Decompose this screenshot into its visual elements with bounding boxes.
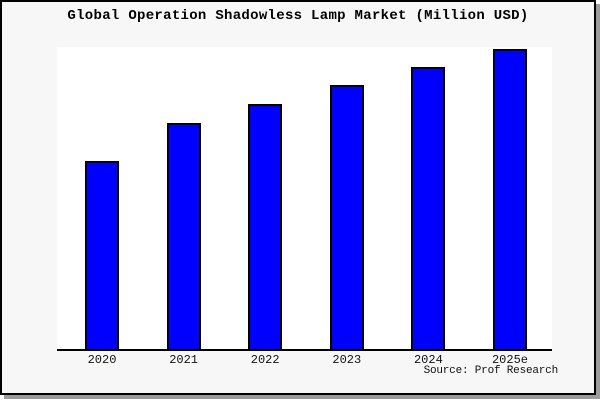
- bar-2024: [411, 67, 446, 349]
- x-tick-label-2023: 2023: [332, 353, 362, 367]
- bar-2020: [85, 161, 119, 349]
- bar-2021: [166, 123, 201, 349]
- bar-2023: [329, 85, 364, 349]
- x-tick-label-2021: 2021: [169, 353, 198, 367]
- x-tick-label-2022: 2022: [250, 353, 280, 367]
- plot-area: [57, 47, 552, 351]
- x-tick-label-2024: 2024: [413, 353, 443, 367]
- bar-2025e: [493, 49, 527, 349]
- source-credit: Source: Prof Research: [423, 365, 559, 377]
- x-tick-label-2020: 2020: [87, 353, 117, 367]
- bar-2022: [248, 104, 283, 349]
- chart-title: Global Operation Shadowless Lamp Market …: [67, 8, 529, 24]
- x-tick-label-2025e: 2025e: [491, 353, 528, 367]
